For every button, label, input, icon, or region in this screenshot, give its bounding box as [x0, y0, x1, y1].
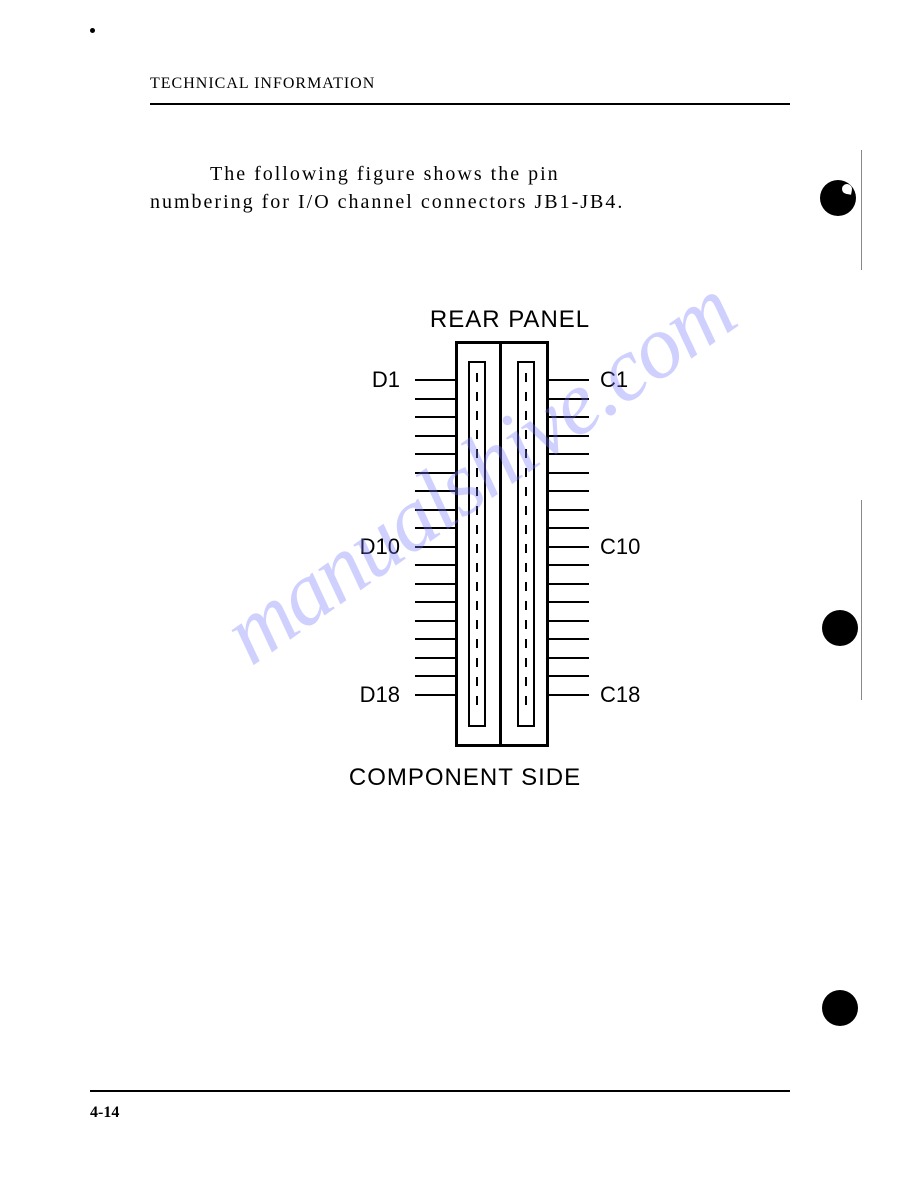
binder-hole-icon [822, 990, 858, 1026]
pin-label-left: D1 [300, 367, 400, 393]
pin-label-right: C10 [600, 534, 640, 560]
dash-mark [525, 468, 527, 477]
pin-label-right: C18 [600, 682, 640, 708]
section-header: TECHNICAL INFORMATION [150, 75, 790, 93]
dash-mark [476, 411, 478, 420]
binder-hole-icon [820, 180, 856, 216]
dash-mark [525, 506, 527, 515]
page-footer: 4-14 [90, 1090, 790, 1122]
dash-mark [476, 506, 478, 515]
pin-label-right: C1 [600, 367, 628, 393]
header-rule [150, 103, 790, 105]
pin-tick-right [549, 546, 589, 548]
pin-tick-left [415, 453, 455, 455]
pin-tick-left [415, 601, 455, 603]
dash-mark [525, 563, 527, 572]
dash-mark [476, 525, 478, 534]
dash-mark [476, 468, 478, 477]
pin-tick-right [549, 583, 589, 585]
pin-tick-right [549, 657, 589, 659]
dash-mark [525, 525, 527, 534]
dash-mark [525, 601, 527, 610]
page-number: 4-14 [90, 1104, 790, 1122]
dash-mark [476, 430, 478, 439]
dash-mark [476, 639, 478, 648]
pin-tick-right [549, 675, 589, 677]
scan-edge [861, 500, 862, 700]
pin-tick-left [415, 472, 455, 474]
pin-tick-left [415, 435, 455, 437]
pin-tick-left [415, 527, 455, 529]
pin-tick-right [549, 601, 589, 603]
pin-tick-right [549, 564, 589, 566]
pin-tick-right [549, 509, 589, 511]
pin-tick-left [415, 509, 455, 511]
dash-mark [525, 696, 527, 705]
pin-tick-right [549, 490, 589, 492]
scan-speck [90, 28, 95, 33]
pin-tick-right [549, 527, 589, 529]
pin-tick-left [415, 675, 455, 677]
pin-tick-left [415, 564, 455, 566]
dash-mark [476, 620, 478, 629]
pin-tick-left [415, 490, 455, 492]
dash-mark [476, 487, 478, 496]
pin-tick-left [415, 583, 455, 585]
connector-diagram: REAR PANEL D1 D10 D18 C1 C10 C18 COMPONENT SI… [150, 306, 790, 806]
pin-tick-left [415, 657, 455, 659]
dash-mark [525, 639, 527, 648]
pin-label-left: D18 [300, 682, 400, 708]
pin-tick-right [549, 379, 589, 381]
dash-mark [476, 696, 478, 705]
dash-mark [525, 544, 527, 553]
pin-label-left: D10 [300, 534, 400, 560]
pin-tick-right [549, 620, 589, 622]
pin-tick-left [415, 379, 455, 381]
dash-mark [525, 373, 527, 382]
dash-mark [525, 677, 527, 686]
scan-edge [861, 150, 862, 270]
diagram-top-label: REAR PANEL [360, 306, 660, 334]
dash-mark [476, 582, 478, 591]
binder-hole-icon [822, 610, 858, 646]
dash-mark [476, 658, 478, 667]
pin-tick-left [415, 638, 455, 640]
dash-mark [525, 658, 527, 667]
footer-rule [90, 1090, 790, 1092]
dash-mark [525, 487, 527, 496]
dash-mark [525, 392, 527, 401]
dash-mark [476, 563, 478, 572]
page-content: TECHNICAL INFORMATION The following figu… [150, 75, 790, 806]
paragraph-line-2: numbering for I/O channel connectors JB1… [150, 188, 760, 216]
pin-tick-left [415, 694, 455, 696]
dash-mark [476, 601, 478, 610]
connector-divider [499, 344, 502, 744]
pin-tick-right [549, 416, 589, 418]
pin-tick-right [549, 398, 589, 400]
pin-tick-right [549, 435, 589, 437]
pin-tick-right [549, 453, 589, 455]
dash-mark [525, 620, 527, 629]
pin-tick-left [415, 398, 455, 400]
dash-mark [476, 677, 478, 686]
body-paragraph: The following figure shows the pin numbe… [150, 160, 760, 216]
pin-tick-right [549, 694, 589, 696]
paragraph-line-1: The following figure shows the pin [150, 160, 760, 188]
dash-mark [525, 411, 527, 420]
dash-mark [476, 544, 478, 553]
dash-mark [476, 373, 478, 382]
pin-tick-left [415, 546, 455, 548]
pin-tick-right [549, 472, 589, 474]
pin-tick-right [549, 638, 589, 640]
dash-mark [476, 449, 478, 458]
diagram-bottom-label: COMPONENT SIDE [315, 764, 615, 792]
pin-tick-left [415, 416, 455, 418]
dash-mark [525, 582, 527, 591]
dash-mark [476, 392, 478, 401]
dash-mark [525, 449, 527, 458]
pin-tick-left [415, 620, 455, 622]
dash-mark [525, 430, 527, 439]
